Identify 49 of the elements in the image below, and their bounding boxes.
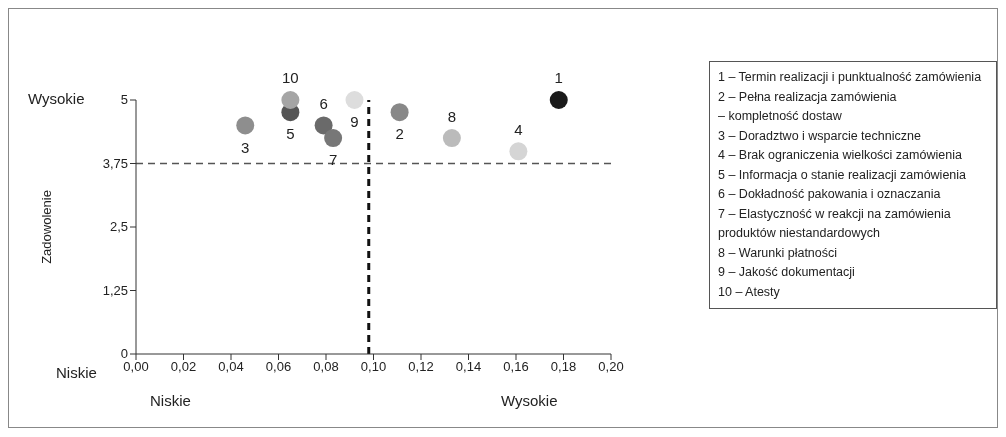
series-label: 8 (447, 107, 457, 125)
y-tick-label: 2,5 (109, 219, 128, 234)
x-tick-label: 0,06 (265, 359, 292, 375)
point (314, 116, 333, 135)
text: 2 – Pełna realizacja zamówienia – kompletność dostaw (718, 88, 898, 125)
series-label: 5 (286, 125, 295, 143)
x-tick-label: 0,20 (598, 359, 624, 375)
point (281, 91, 300, 109)
series-label: 9 (350, 113, 359, 131)
y-tick-label: 0 (120, 346, 128, 361)
x-tick-label: 0,18 (550, 359, 577, 375)
series-label: 6 (319, 94, 328, 112)
x-tick-label: 0,04 (218, 359, 244, 375)
text: Wysokie (28, 90, 85, 107)
point (549, 91, 568, 109)
point (390, 103, 409, 122)
series-label: 4 (514, 120, 523, 138)
text: 7 – Elastyczność w reakcji na zamówienia produktów niestandardowych (718, 205, 952, 242)
text: Niskie (56, 364, 97, 381)
text: 3 – Doradztwo i wsparcie techniczne (718, 127, 922, 145)
point (324, 129, 343, 148)
text: 6 – Dokładność pakowania i oznaczania (718, 186, 942, 203)
text: 1 – Termin realizacji i punktualność zamówienia (718, 69, 983, 86)
series-label: 2 (395, 125, 404, 143)
text: 9 – Jakość dokumentacji (718, 264, 856, 281)
x-tick-label: 0,10 (360, 359, 387, 375)
text: 10 – Atesty (718, 283, 781, 301)
text: 4 – Brak ograniczenia wielkości zamówienia (718, 147, 963, 164)
series-label: 10 (282, 69, 299, 87)
y-tick-label: 1,25 (102, 282, 128, 298)
point (236, 116, 255, 135)
x-tick-label: 0,08 (313, 359, 339, 375)
series-label: 3 (241, 138, 250, 156)
x-tick-label: 0,00 (123, 359, 149, 375)
text: Niskie (150, 392, 191, 409)
text: 5 – Informacja o stanie realizacji zamówienia (718, 166, 968, 184)
y-tick-label: 3,75 (102, 155, 128, 171)
point (442, 129, 461, 148)
point (345, 91, 364, 109)
series-label: 1 (554, 69, 563, 87)
y-axis-title: Zadowolenie (38, 190, 54, 264)
x-tick-label: 0,16 (503, 359, 529, 375)
point (509, 142, 528, 161)
y-tick-label: 5 (120, 92, 128, 107)
x-tick-label: 0,14 (455, 359, 482, 375)
text: 8 – Warunki płatności (718, 244, 839, 262)
text: Wysokie (501, 392, 558, 409)
x-tick-label: 0,12 (408, 359, 434, 375)
x-tick-label: 0,02 (170, 359, 197, 375)
